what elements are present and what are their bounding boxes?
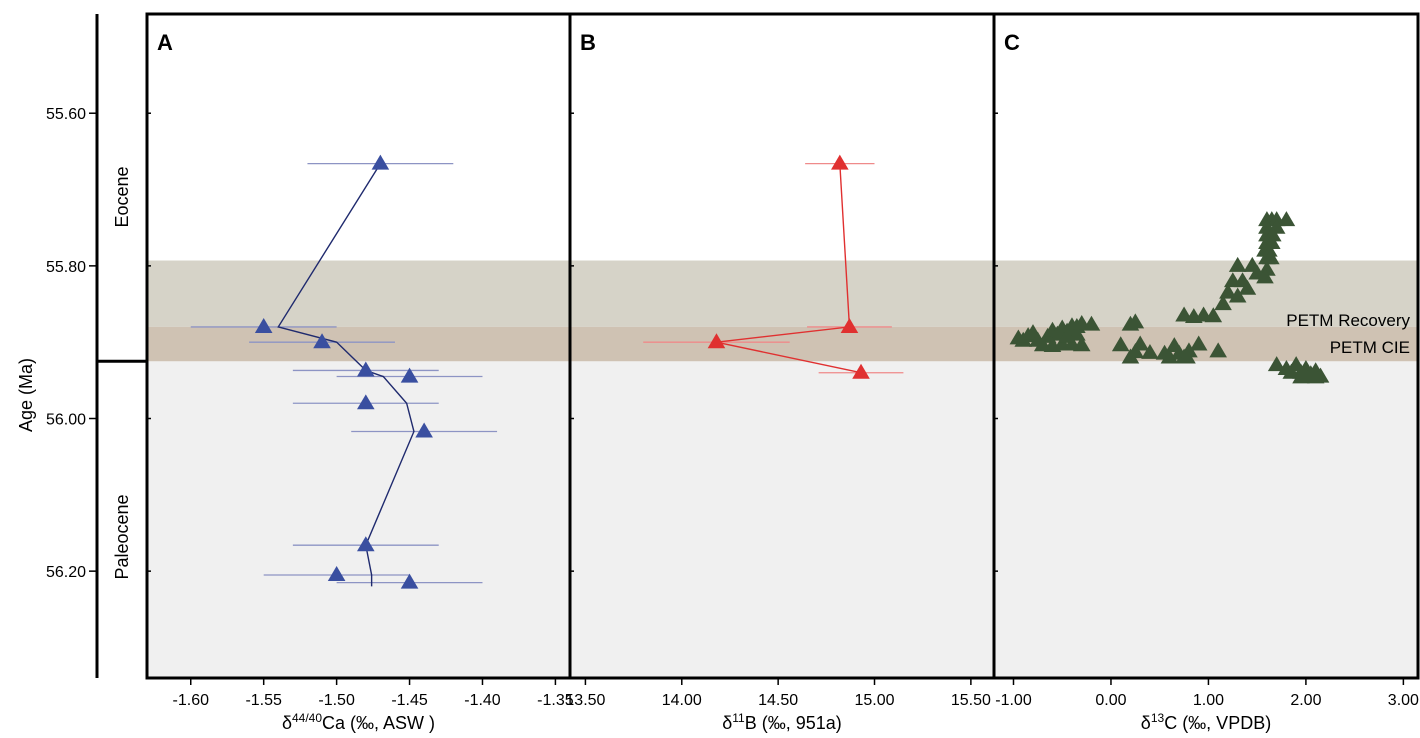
x-axis-label-superscript-a: 44/40 — [292, 711, 322, 725]
panel-letter-a: A — [157, 30, 173, 55]
panel-c-point-55 — [1121, 348, 1140, 364]
panel-c-point-56 — [1141, 343, 1159, 359]
epoch-label-paleocene: Paleocene — [112, 494, 132, 579]
panel-c-point-66 — [1267, 356, 1286, 372]
panel-letter-c: C — [1004, 30, 1020, 55]
background-layer — [98, 260, 1418, 678]
panel-a-xtick-label-4: -1.40 — [464, 692, 501, 709]
x-axis-label-rest-b: B (‰, 951a) — [745, 713, 842, 733]
panel-a-point-9 — [400, 573, 419, 589]
panel-c-point-52 — [1111, 336, 1130, 352]
x-axis-label-rest-c: C (‰, VPDB) — [1164, 713, 1271, 733]
panel-c-xtick-label-4: 3.00 — [1388, 692, 1419, 709]
panel-a-point-4 — [400, 367, 419, 383]
label-layer: PETM Recovery PETM CIE Eocene Paleocene — [112, 166, 1410, 579]
panel-c-xtick-label-3: 2.00 — [1290, 692, 1321, 709]
epoch-strip-bg — [98, 361, 147, 678]
panel-b-point-0 — [831, 154, 849, 170]
epoch-label-eocene: Eocene — [112, 166, 132, 227]
panel-c-point-30 — [1121, 315, 1140, 331]
panel-b-series-line — [716, 163, 862, 374]
panel-c-point-27 — [1185, 308, 1203, 324]
paleocene-shade — [147, 361, 1418, 678]
panel-a-xtick-label-3: -1.45 — [391, 692, 428, 709]
panel-a-point-7 — [356, 536, 375, 552]
panel-b-point-3 — [852, 363, 870, 379]
x-axis-label-delta-a: δ — [282, 713, 292, 733]
panel-c-point-3 — [1277, 211, 1296, 227]
panel-c-point-64 — [1209, 342, 1227, 358]
panel-c-point-77 — [1297, 367, 1315, 383]
panel-c-point-16 — [1228, 256, 1247, 272]
panel-b-point-2 — [707, 333, 726, 349]
panel-b-point-1 — [840, 317, 859, 333]
panel-c-point-14 — [1258, 260, 1276, 276]
panel-a-series-line — [277, 163, 415, 587]
panel-letter-b: B — [580, 30, 596, 55]
panel-c-point-21 — [1238, 279, 1257, 295]
panel-c-point-23 — [1214, 295, 1232, 311]
panel-b-xtick-label-3: 15.00 — [854, 692, 894, 709]
x-axis-label-delta-c: δ — [1141, 713, 1151, 733]
x-axis-label-b: δ11B (‰, 951a) — [722, 711, 842, 733]
panel-c-point-22 — [1219, 283, 1237, 299]
x-axis-label-a: δ44/40Ca (‰, ASW ) — [282, 711, 435, 733]
y-tick-label-3: 56.20 — [46, 564, 86, 581]
panel-a-xtick-label-0: -1.60 — [173, 692, 210, 709]
axis-layer: Age (Ma) 55.60 55.80 56.00 56.20 -1.60 -1.55 -… — [16, 12, 1420, 733]
panel-a-point-8 — [327, 566, 346, 582]
panel-b-xtick-label-2: 14.50 — [758, 692, 798, 709]
panel-c-xtick-label-0: -1.00 — [995, 692, 1032, 709]
panel-c-point-51 — [1058, 327, 1076, 343]
panel-a-point-6 — [415, 422, 433, 438]
panel-c-point-50 — [1072, 336, 1091, 352]
data-point-layer — [254, 154, 1330, 589]
panel-b-xtick-label-4: 15.50 — [951, 692, 991, 709]
panel-a-point-1 — [254, 317, 273, 333]
y-tick-label-0: 55.60 — [46, 106, 86, 123]
panel-a-point-0 — [371, 154, 390, 170]
x-axis-label-delta-b: δ — [722, 713, 732, 733]
panel-a-point-2 — [313, 333, 331, 349]
panel-c-xtick-label-1: 0.00 — [1095, 692, 1126, 709]
panel-c-xtick-label-2: 1.00 — [1193, 692, 1224, 709]
panel-c-point-13 — [1262, 249, 1280, 265]
panel-a-xtick-label-2: -1.50 — [318, 692, 355, 709]
panel-c-point-11 — [1260, 241, 1278, 257]
x-axis-label-superscript-c: 13 — [1151, 711, 1165, 725]
panel-b-xtick-label-1: 14.00 — [662, 692, 702, 709]
panel-c-point-28 — [1204, 307, 1223, 323]
x-axis-label-c: δ13C (‰, VPDB) — [1141, 711, 1271, 733]
panel-a-point-5 — [356, 394, 375, 410]
panel-b-xtick-label-0: 13.50 — [565, 692, 605, 709]
y-tick-label-2: 56.00 — [46, 412, 86, 429]
y-axis-label: Age (Ma) — [16, 358, 36, 432]
panel-frame-c — [992, 12, 1420, 680]
panel-a-xtick-label-5: -1.35 — [537, 692, 574, 709]
x-axis-label-rest-a: Ca (‰, ASW ) — [322, 713, 435, 733]
panel-c-point-44 — [1082, 315, 1101, 331]
panel-c-point-63 — [1178, 348, 1196, 364]
band-label-petm-cie: PETM CIE — [1330, 338, 1410, 357]
panel-c-point-58 — [1160, 348, 1179, 364]
panel-c-point-24 — [1228, 287, 1247, 303]
panel-c-point-15 — [1256, 268, 1274, 284]
panel-a-point-3 — [356, 361, 375, 377]
band-label-petm-recovery: PETM Recovery — [1286, 311, 1410, 330]
y-tick-label-1: 55.80 — [46, 259, 86, 276]
series-line-layer — [277, 163, 862, 587]
panel-c-point-65 — [1189, 335, 1208, 351]
panel-a-xtick-label-1: -1.55 — [245, 692, 282, 709]
x-axis-label-superscript-b: 11 — [732, 711, 745, 725]
panel-c-point-18 — [1248, 264, 1266, 280]
